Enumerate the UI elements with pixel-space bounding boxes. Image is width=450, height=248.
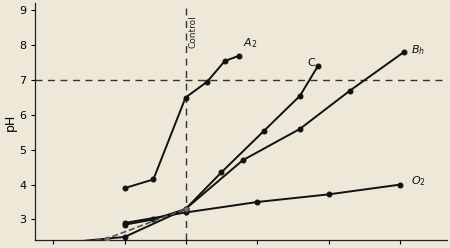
Y-axis label: pH: pH	[4, 113, 17, 130]
Text: $B_h$: $B_h$	[411, 44, 425, 57]
Text: C: C	[307, 58, 315, 68]
Text: $A_2$: $A_2$	[243, 37, 257, 50]
Text: Control: Control	[189, 16, 198, 48]
Text: $O_2$: $O_2$	[411, 174, 426, 188]
